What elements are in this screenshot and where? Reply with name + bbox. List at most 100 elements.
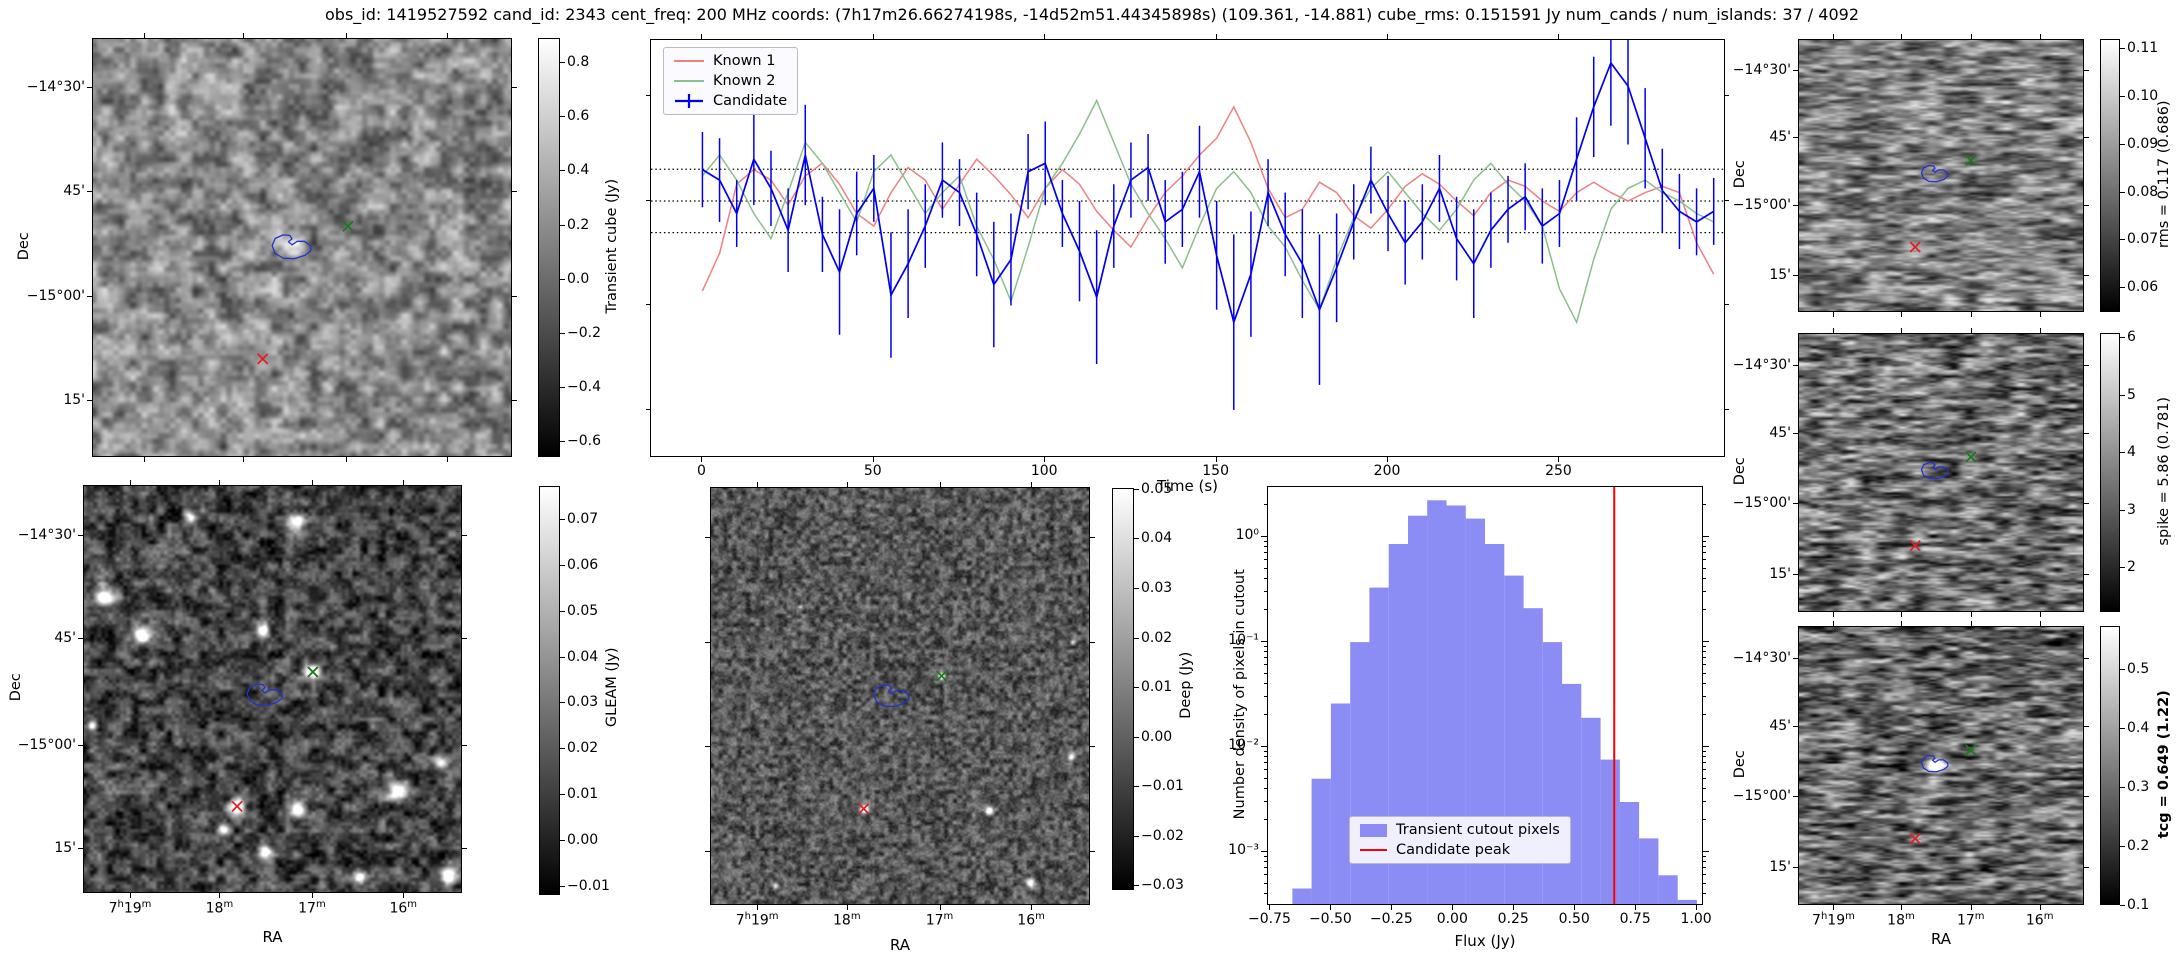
tick-mark [1900, 905, 1902, 910]
legend-label-candidate-peak: Candidate peak [1396, 842, 1511, 858]
tick-mark [345, 457, 347, 462]
tick-mark [1261, 851, 1267, 853]
tick-mark [1391, 905, 1393, 910]
candidate-island-contour [246, 683, 283, 707]
xlabel-ra-deep: RA [889, 936, 911, 954]
tick-mark [1703, 882, 1706, 884]
tick-mark [1703, 651, 1706, 653]
colorbar-tick-label: −0.01 [567, 877, 610, 894]
ra-tick-label: 7h19m [735, 911, 779, 929]
tick-mark [1703, 861, 1706, 863]
colorbar-label-transient-cube: Transient cube (Jy) [603, 178, 620, 314]
tick-mark [646, 409, 650, 410]
tick-mark [1793, 274, 1798, 276]
flux-tick-label: 0.75 [1619, 911, 1651, 927]
tick-mark [1264, 714, 1267, 716]
tick-mark [872, 34, 874, 39]
tick-mark [2120, 846, 2125, 847]
tick-mark [560, 332, 565, 334]
tick-mark [2084, 70, 2089, 72]
tick-mark [1090, 746, 1095, 748]
flux-tick-label: −0.25 [1369, 911, 1413, 927]
tick-mark [1215, 34, 1217, 39]
time-tick-label: 0 [696, 463, 706, 479]
colorbar-tick-label: 0.4 [2127, 720, 2150, 737]
tick-mark [1703, 664, 1706, 666]
candidate-island-contour [1920, 754, 1949, 773]
tick-mark [1703, 590, 1706, 592]
tick-mark [1134, 588, 1139, 589]
tick-mark [78, 848, 83, 850]
tick-mark [1833, 312, 1835, 317]
colorbar-tcg [2100, 626, 2120, 905]
tick-mark [2120, 337, 2125, 339]
tick-mark [1452, 905, 1454, 910]
colorbar-tick-label: −0.6 [567, 432, 601, 449]
colorbar-deep [1112, 488, 1134, 890]
histogram-bar [1330, 703, 1351, 904]
known2-line-swatch [674, 80, 704, 82]
tick-mark [1264, 567, 1267, 569]
colorbar-tick-label: 0.01 [1141, 679, 1173, 696]
known2-position-marker [342, 220, 354, 232]
tick-mark [219, 893, 221, 898]
tick-mark [1264, 682, 1267, 684]
tick-mark [403, 480, 405, 485]
tick-mark [846, 905, 848, 910]
tick-mark [1261, 641, 1267, 643]
tick-mark [1703, 756, 1706, 758]
tick-mark [560, 386, 565, 388]
flux-tick-label: 0.25 [1497, 911, 1529, 927]
legend-label-cutout-pixels: Transient cutout pixels [1396, 822, 1560, 838]
colorbar-tick-label: 0.03 [567, 694, 599, 711]
tick-mark [243, 457, 245, 462]
tick-mark [646, 199, 650, 201]
tick-mark [705, 537, 710, 539]
tick-mark [1793, 70, 1798, 72]
tick-mark [2084, 365, 2089, 367]
colorbar-tick-label: 0.00 [567, 831, 599, 848]
tick-mark [560, 794, 565, 796]
dec-tick-label: 45' [1769, 128, 1791, 145]
tick-mark [1703, 559, 1706, 561]
tick-mark [560, 656, 565, 658]
tick-mark [1264, 504, 1267, 506]
tick-mark [1703, 874, 1706, 876]
tick-mark [757, 482, 759, 487]
tick-mark [462, 848, 467, 850]
tick-mark [560, 748, 565, 750]
colorbar-label-gleam: GLEAM (Jy) [603, 647, 620, 728]
tick-mark [2084, 136, 2089, 138]
tick-mark [939, 905, 941, 910]
ra-tick-label: 16m [1017, 911, 1045, 929]
dec-tick-label: 15' [1769, 566, 1791, 583]
tick-mark [1134, 488, 1139, 490]
colorbar-tick-label: 4 [2127, 444, 2136, 461]
colorbar-transient-cube [538, 38, 560, 457]
colorbar-tick-label: 0.1 [2127, 897, 2150, 913]
known2-position-marker [1965, 451, 1977, 463]
tick-mark [1725, 95, 1729, 97]
colorbar-tick-label: 0.0 [567, 270, 590, 287]
tick-mark [1261, 746, 1267, 748]
tick-mark [1264, 540, 1267, 542]
tick-mark [705, 746, 710, 748]
tick-mark [2120, 669, 2125, 671]
tick-mark [1261, 536, 1267, 538]
panel-tcg-map [1798, 626, 2084, 905]
tick-mark [87, 87, 92, 89]
tick-mark [2120, 95, 2125, 97]
tick-mark [2120, 905, 2125, 906]
density-tick-label: 10⁻¹ [1228, 632, 1259, 649]
colorbar-tick-label: 0.02 [567, 740, 599, 757]
tick-mark [1264, 777, 1267, 779]
dec-tick-label: −15°00' [1732, 787, 1791, 804]
tick-mark [939, 482, 941, 487]
tick-mark [1833, 621, 1835, 626]
known1-position-marker [1909, 832, 1921, 845]
lightcurve-legend: Known 1 Known 2 Candidate [663, 47, 799, 115]
tick-mark [1703, 819, 1706, 821]
ra-tick-label: 17m [1956, 911, 1985, 929]
tick-mark [1264, 664, 1267, 666]
